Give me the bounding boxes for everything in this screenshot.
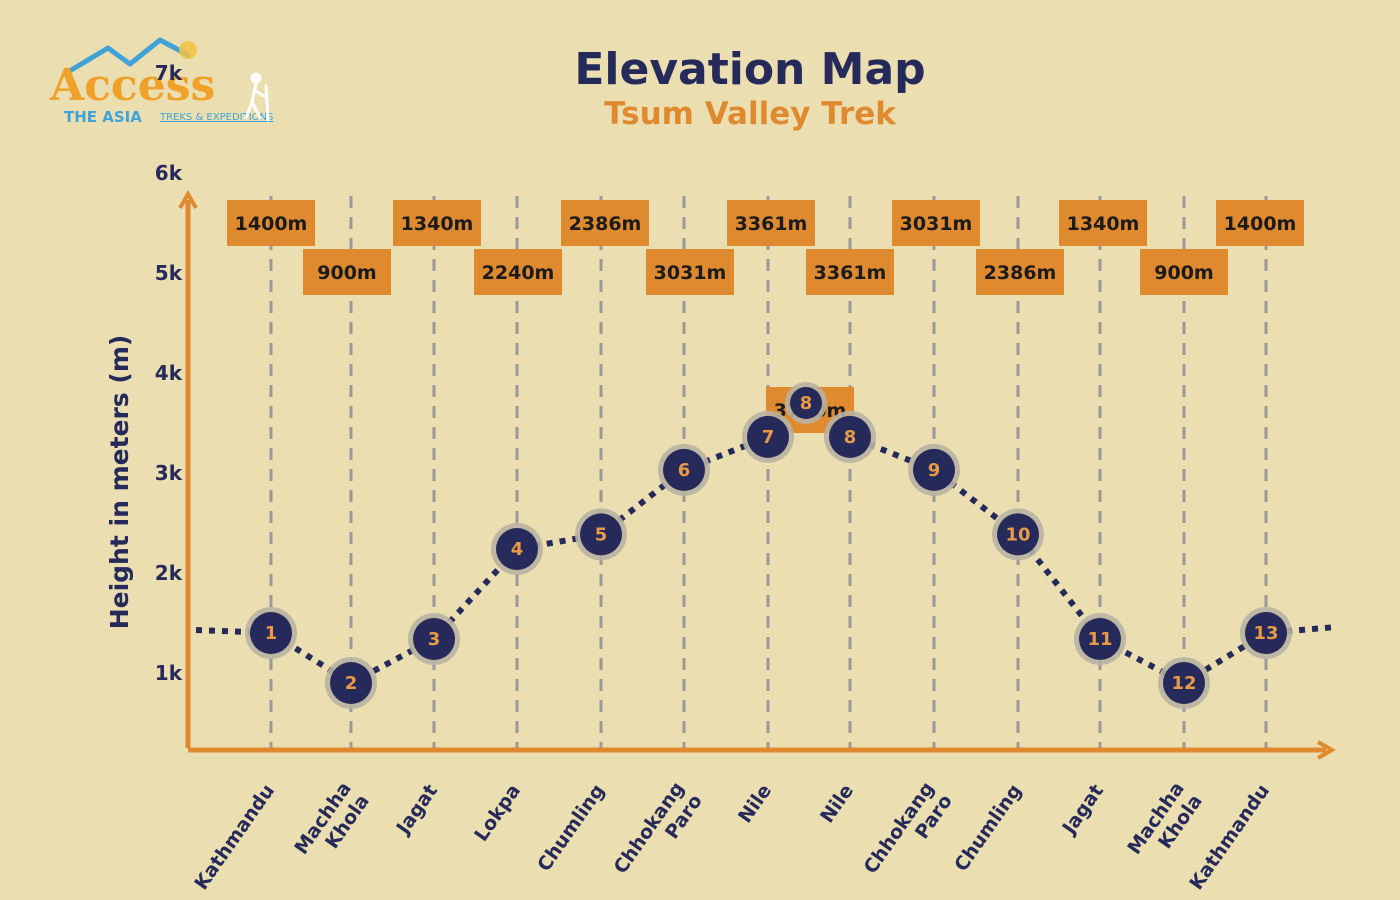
- stop-marker: 8: [785, 382, 827, 424]
- elevation-label-box: [1216, 200, 1304, 246]
- stop-name: Jagat: [391, 780, 442, 840]
- elevation-label: 3361m: [814, 262, 887, 284]
- elevation-label: 3031m: [654, 262, 727, 284]
- stop-marker: 5: [575, 508, 627, 561]
- elevation-label-box: [393, 200, 481, 246]
- y-ticks: 1k 2k 3k 4k 5k 6k 7k: [155, 61, 183, 685]
- stop-number: 8: [844, 427, 857, 448]
- brand-line2: TREKS & EXPEDITIONS: [159, 112, 273, 123]
- stop-name: Nile: [816, 780, 858, 827]
- stop-marker: 8: [824, 410, 876, 463]
- page-subtitle: Tsum Valley Trek: [604, 96, 896, 132]
- y-axis-label: Height in meters (m): [105, 335, 134, 630]
- stop-number: 3: [428, 629, 441, 650]
- elevation-label: 1340m: [401, 213, 474, 235]
- stop-marker: 4: [491, 523, 543, 575]
- elevation-label-box: [1140, 249, 1228, 295]
- stop-name: Jagat: [1057, 780, 1108, 840]
- stop-number: 5: [595, 524, 608, 545]
- stop-number: 11: [1087, 629, 1112, 650]
- stop-number: 9: [928, 460, 941, 481]
- axes: [178, 189, 1337, 760]
- brand-line1: THE ASIA: [64, 108, 142, 126]
- elevation-label-box: [474, 249, 562, 295]
- stop-name: MachhaKhola: [290, 778, 374, 871]
- stop-marker: 6: [658, 443, 710, 496]
- stop-name: ChhokangParo: [610, 778, 707, 891]
- elevation-label-box: [1059, 200, 1147, 246]
- stop-marker: 12: [1158, 657, 1210, 709]
- elevation-label: 3031m: [900, 213, 973, 235]
- elevation-label-box: [727, 200, 815, 246]
- stop-marker: 7: [742, 410, 794, 463]
- stop-name: Kathmandu: [1185, 780, 1274, 894]
- y-tick-label: 3k: [155, 461, 183, 485]
- page-title: Elevation Map: [574, 44, 926, 95]
- stop-marker: 11: [1074, 613, 1126, 665]
- stop-number: 13: [1253, 623, 1278, 644]
- stop-number: 12: [1171, 673, 1196, 694]
- stop-names: Kathmandu MachhaKhola Jagat Lokpa Chumling Ch…: [190, 778, 1274, 894]
- stop-name: Chumling: [950, 780, 1026, 875]
- stop-number: 1: [265, 623, 278, 644]
- stop-marker: 9: [908, 443, 960, 496]
- stop-number: 10: [1005, 524, 1030, 545]
- elevation-label-box: [227, 200, 315, 246]
- stop-name: Nile: [734, 780, 776, 827]
- hiker-icon: [244, 72, 270, 122]
- y-tick-label: 2k: [155, 561, 183, 585]
- brand-name: Access: [49, 60, 215, 111]
- brand-logo: Access THE ASIA TREKS & EXPEDITIONS: [49, 37, 273, 126]
- y-tick-label: 5k: [155, 261, 183, 285]
- stop-number: 4: [511, 539, 524, 560]
- y-tick-label: 1k: [155, 661, 183, 685]
- elevation-label-box: [892, 200, 980, 246]
- stop-marker: 10: [992, 508, 1044, 561]
- y-tick-label: 4k: [155, 361, 183, 385]
- elevation-label-box: [646, 249, 734, 295]
- stop-number: 8: [800, 393, 813, 414]
- stop-marker: 3: [408, 613, 460, 665]
- stop-name: Chumling: [533, 780, 609, 875]
- grid-lines: [269, 196, 1268, 748]
- elevation-label: 900m: [317, 262, 376, 284]
- y-tick-label: 7k: [155, 61, 183, 85]
- elevation-label-box: [806, 249, 894, 295]
- elevation-label-box: [303, 249, 391, 295]
- elevation-label: 2240m: [482, 262, 555, 284]
- elevation-label: 1400m: [235, 213, 308, 235]
- stop-name: MachhaKhola: [1123, 778, 1207, 871]
- elevation-label-box: [561, 200, 649, 246]
- stop-marker: 13: [1240, 607, 1292, 659]
- stop-marker: 2: [325, 657, 377, 709]
- elevation-label-box: [976, 249, 1064, 295]
- stop-name: Kathmandu: [190, 780, 279, 894]
- stop-number: 2: [345, 673, 358, 694]
- elevation-label: 2386m: [984, 262, 1057, 284]
- elevation-label: 1400m: [1224, 213, 1297, 235]
- stop-marker: 1: [245, 607, 297, 659]
- stop-name: ChhokangParo: [860, 778, 957, 891]
- elevation-label: 3361m: [735, 213, 808, 235]
- elevation-label: 2386m: [569, 213, 642, 235]
- stop-number: 6: [678, 460, 691, 481]
- stop-number: 7: [762, 427, 775, 448]
- stop-name: Lokpa: [470, 780, 525, 845]
- elevation-label: 900m: [1154, 262, 1213, 284]
- elevation-labels: 1400m900m1340m2240m2386m3031m3361m3700m3…: [227, 200, 1304, 433]
- elevation-label: 1340m: [1067, 213, 1140, 235]
- y-tick-label: 6k: [155, 161, 183, 185]
